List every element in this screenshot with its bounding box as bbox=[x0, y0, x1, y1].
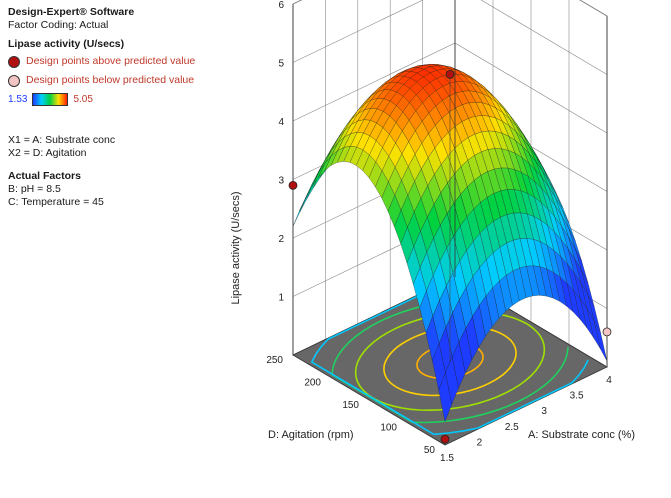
design-point-above bbox=[288, 180, 298, 190]
x-axis-label: A: Substrate conc (%) bbox=[528, 429, 635, 441]
factor-b: B: pH = 8.5 bbox=[8, 183, 61, 195]
design-point-above bbox=[440, 434, 450, 444]
y-axis-label: D: Agitation (rpm) bbox=[268, 429, 354, 441]
x-tick-label: 3 bbox=[541, 406, 547, 417]
color-scale: 1.53 5.05 bbox=[8, 93, 195, 106]
actual-factors-title: Actual Factors bbox=[8, 170, 81, 182]
surface-cell bbox=[438, 372, 452, 423]
factor-coding: Factor Coding: Actual bbox=[8, 19, 109, 31]
software-title: Design-Expert® Software bbox=[8, 6, 135, 18]
y-tick-label: 250 bbox=[266, 355, 283, 366]
below-point-icon bbox=[8, 74, 20, 87]
factor-x1: X1 = A: Substrate conc bbox=[8, 134, 116, 146]
y-tick-label: 100 bbox=[380, 423, 397, 434]
above-point-icon bbox=[8, 55, 20, 68]
z-tick-label: 2 bbox=[278, 234, 284, 245]
z-tick-label: 6 bbox=[278, 0, 284, 11]
design-point-below bbox=[602, 327, 612, 337]
scale-min: 1.53 bbox=[8, 94, 28, 105]
z-axis-label: Lipase activity (U/secs) bbox=[230, 191, 242, 304]
z-tick-label: 3 bbox=[278, 176, 284, 187]
z-tick-label: 1 bbox=[278, 293, 284, 304]
grid-line-z bbox=[292, 0, 608, 75]
x-tick-label: 1.5 bbox=[440, 453, 454, 464]
response-title: Lipase activity (U/secs) bbox=[8, 38, 125, 50]
scale-max: 5.05 bbox=[73, 94, 93, 105]
legend-above: Design points above predicted value bbox=[8, 55, 195, 68]
x-tick-label: 2.5 bbox=[505, 422, 519, 433]
design-point-above bbox=[445, 69, 455, 79]
y-tick-label: 50 bbox=[424, 445, 436, 456]
gradient-bar bbox=[32, 93, 69, 106]
legend-below: Design points below predicted value bbox=[8, 74, 195, 87]
y-tick-label: 150 bbox=[342, 400, 359, 411]
y-tick-label: 200 bbox=[304, 378, 321, 389]
z-tick-label: 4 bbox=[278, 117, 284, 128]
x-tick-label: 3.5 bbox=[570, 391, 584, 402]
response-surface bbox=[292, 64, 608, 423]
legend-panel: Design-Expert® Software Factor Coding: A… bbox=[8, 6, 195, 209]
x-tick-label: 4 bbox=[606, 375, 612, 386]
factor-x2: X2 = D: Agitation bbox=[8, 147, 87, 159]
x-tick-label: 2 bbox=[477, 437, 483, 448]
z-tick-label: 5 bbox=[278, 59, 284, 70]
factor-c: C: Temperature = 45 bbox=[8, 196, 104, 208]
